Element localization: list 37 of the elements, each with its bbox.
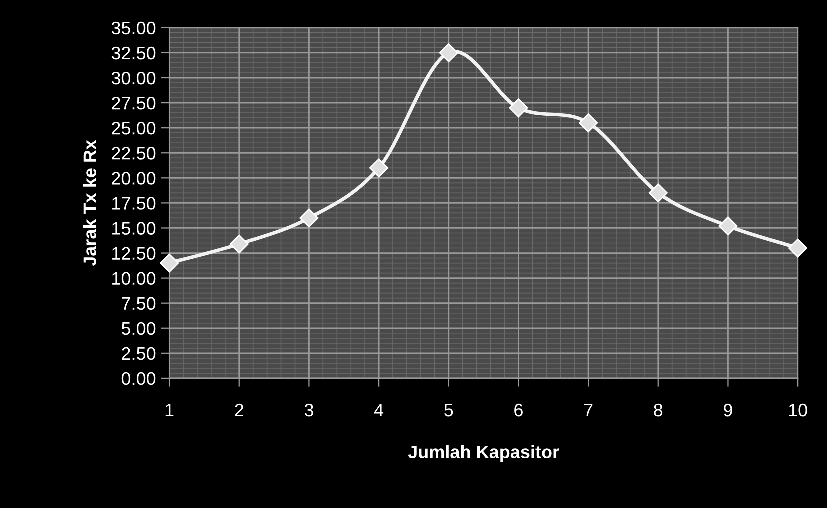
point	[579, 114, 598, 133]
point	[788, 238, 808, 258]
y-tick-label: 15.00	[112, 222, 156, 235]
point	[648, 184, 668, 203]
x-tick-label: 5	[444, 404, 454, 417]
x-tick-label: 3	[304, 404, 314, 417]
y-tick-label: 20.00	[112, 172, 156, 185]
y-tick-label: 30.00	[112, 72, 156, 85]
point	[718, 216, 738, 236]
y-tick-label: 22.50	[112, 147, 156, 160]
y-tick-label: 35.00	[112, 22, 156, 35]
y-axis-title: Jarak Tx ke Rx	[83, 140, 96, 266]
x-tick-label: 1	[166, 404, 174, 417]
point	[230, 234, 249, 254]
point	[439, 43, 458, 63]
y-tick-label: 7.50	[122, 297, 156, 310]
x-tick-label: 7	[584, 404, 593, 417]
y-tick-label: 0.00	[122, 372, 156, 386]
y-tick-label: 5.00	[122, 322, 156, 336]
x-tick-label: 2	[235, 404, 244, 417]
x-tick-label: 9	[724, 404, 732, 417]
point	[509, 98, 528, 118]
y-tick-label: 27.50	[112, 96, 156, 110]
y-tick-label: 12.50	[112, 247, 156, 260]
y-tick-label: 17.50	[112, 197, 156, 210]
x-tick-label: 10	[789, 404, 808, 417]
point	[160, 254, 180, 273]
y-tick-label: 32.50	[112, 46, 156, 60]
x-axis-title: Jumlah Kapasitor	[408, 445, 560, 462]
point	[370, 158, 389, 178]
x-tick-label: 6	[514, 404, 523, 417]
y-tick-label: 10.00	[112, 272, 156, 286]
point	[300, 208, 319, 228]
x-tick-label: 4	[374, 404, 384, 417]
x-tick-label: 8	[654, 404, 663, 417]
y-tick-label: 25.00	[112, 122, 156, 135]
y-tick-label: 2.50	[122, 347, 156, 360]
